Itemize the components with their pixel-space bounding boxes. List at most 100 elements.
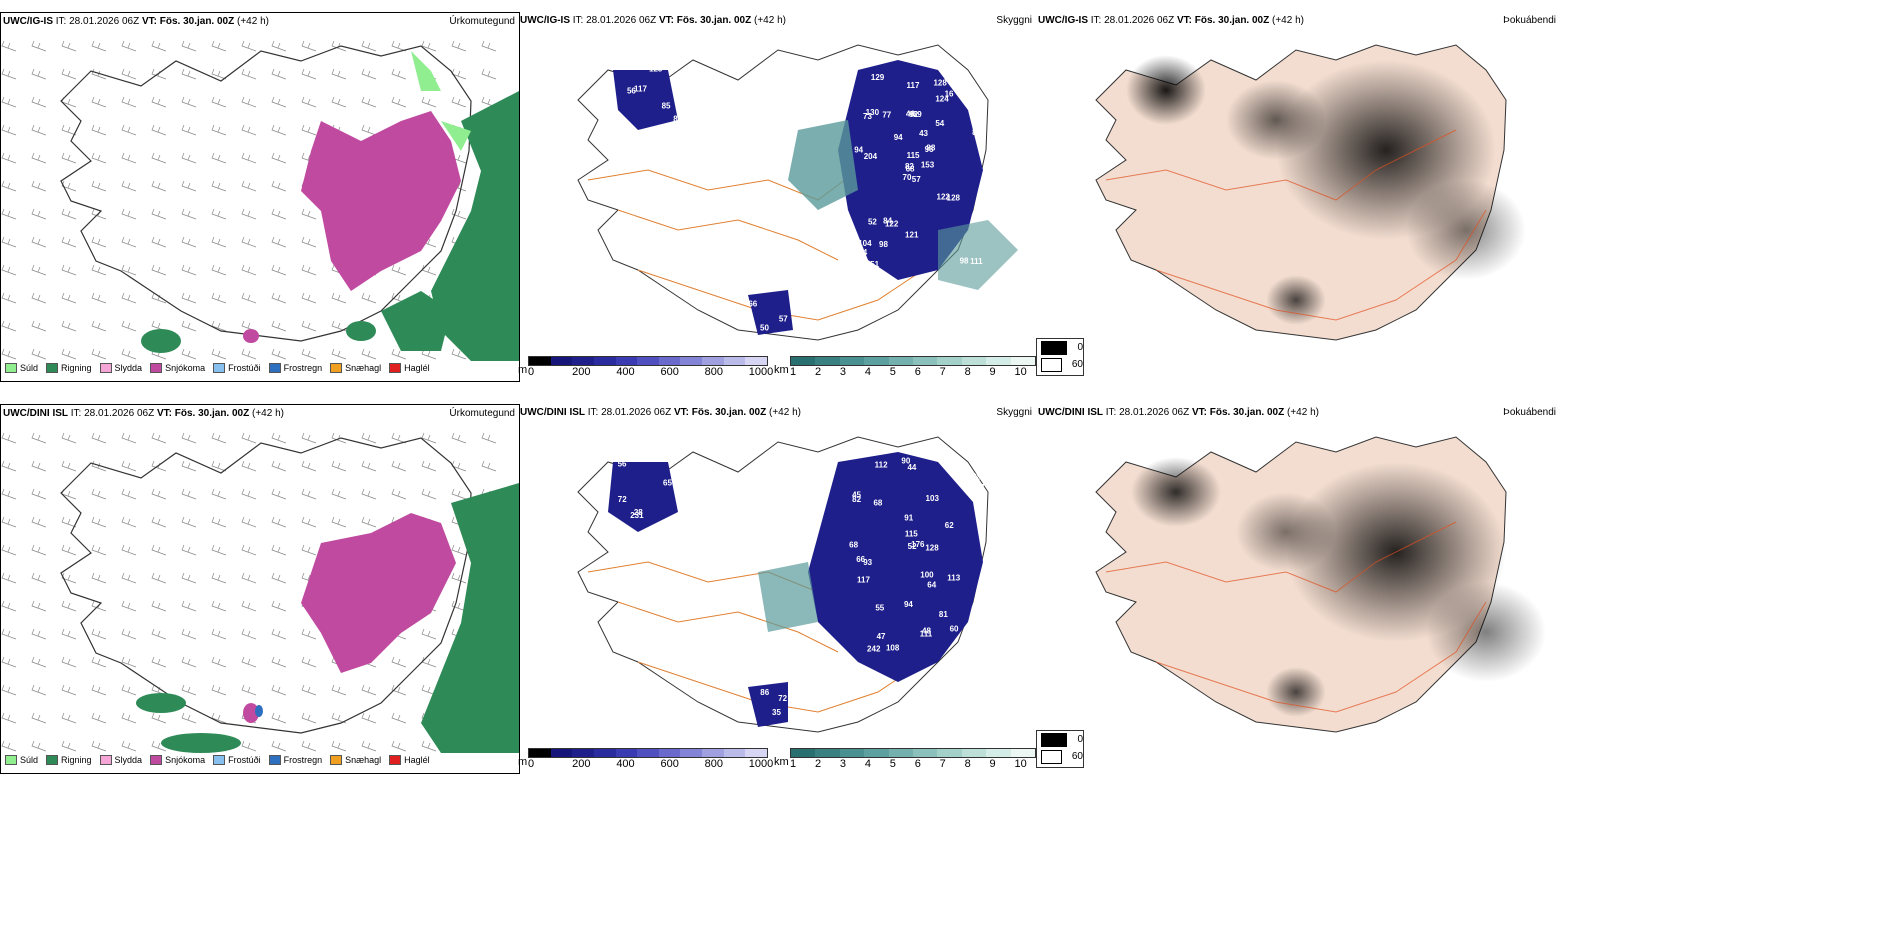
wind-barb bbox=[61, 460, 77, 472]
wind-barb bbox=[181, 432, 197, 444]
vt-label: VT: bbox=[1191, 407, 1207, 418]
colorbar-segment bbox=[572, 749, 594, 757]
fog-map-svg bbox=[1095, 44, 1526, 341]
wind-barb bbox=[31, 628, 47, 640]
row2-vis-panel: UWC/DINI ISL IT: 28.01.2026 06Z VT: Fös.… bbox=[518, 404, 1036, 772]
wind-barb bbox=[1, 712, 17, 724]
wind-barb bbox=[301, 628, 317, 640]
fog-legend-label: 60 bbox=[1071, 359, 1083, 370]
colorbar-segment bbox=[937, 357, 962, 365]
wind-barb bbox=[31, 432, 47, 444]
precip-map bbox=[1, 423, 519, 753]
colorbar-tick-label: 8 bbox=[964, 366, 971, 378]
wind-barb bbox=[151, 264, 167, 276]
it-label: IT: bbox=[1090, 15, 1102, 26]
wind-barb bbox=[121, 740, 137, 752]
rain-area-south bbox=[381, 291, 451, 351]
colorbar-tick-label: 400 bbox=[616, 758, 635, 770]
low-vis-area-nw bbox=[613, 70, 678, 130]
wind-barb bbox=[271, 320, 287, 332]
vis-value-label: 62 bbox=[945, 521, 954, 530]
wind-barb bbox=[331, 516, 347, 528]
wind-barb bbox=[241, 152, 257, 164]
colorbar-segment bbox=[888, 357, 914, 365]
mid-vis-area bbox=[788, 120, 858, 210]
legend-swatch bbox=[268, 363, 281, 373]
wind-barb bbox=[121, 572, 137, 584]
colorbar-tick-label: 200 bbox=[572, 366, 591, 378]
wind-barb bbox=[61, 208, 77, 220]
wind-barb bbox=[271, 684, 287, 696]
row2-precip-panel: UWC/DINI ISL IT: 28.01.2026 06Z VT: Fös.… bbox=[0, 404, 520, 774]
wind-barb bbox=[31, 264, 47, 276]
colorbar-tick-label: 0 bbox=[528, 758, 535, 770]
wind-barb bbox=[331, 320, 347, 332]
vis-value-label: 70 bbox=[903, 173, 912, 182]
fog-legend-row: 60 bbox=[1037, 356, 1083, 373]
wind-barb bbox=[151, 460, 167, 472]
wind-barb bbox=[241, 516, 257, 528]
snow-blob bbox=[243, 329, 259, 343]
wind-barb bbox=[451, 348, 467, 360]
wind-barb bbox=[61, 292, 77, 304]
colorbar-tick-label: 7 bbox=[939, 758, 946, 770]
vis-colorbar-km: km 1 2 3 4 5 6 7 8 9 10 bbox=[774, 748, 1036, 770]
colorbar-segment bbox=[615, 749, 638, 757]
wind-barb bbox=[1, 544, 17, 556]
colorbar-segment bbox=[864, 357, 889, 365]
legend-swatch bbox=[268, 755, 281, 765]
fog-blob bbox=[1236, 492, 1336, 572]
vis-value-label: 104 bbox=[858, 239, 872, 248]
vis-value-label: 113 bbox=[947, 574, 960, 583]
colorbar-segment bbox=[839, 357, 865, 365]
wind-barb bbox=[61, 348, 77, 360]
wind-barb bbox=[301, 124, 317, 136]
vt-label: VT: bbox=[141, 16, 157, 27]
visibility-map-svg: 5773681049612212869124153129111204247705… bbox=[577, 44, 1018, 341]
colorbar-segment bbox=[572, 357, 594, 365]
colorbar-segment bbox=[913, 749, 938, 757]
panel-header: UWC/DINI ISL IT: 28.01.2026 06Z VT: Fös.… bbox=[518, 404, 1036, 422]
wind-barb bbox=[391, 460, 407, 472]
wind-barb bbox=[91, 320, 107, 332]
wind-barb bbox=[31, 572, 47, 584]
colorbar-tick-label: 3 bbox=[839, 758, 846, 770]
vis-value-label: 68 bbox=[849, 541, 858, 550]
wind-barb bbox=[391, 40, 407, 52]
vt-value: Fös. 30.jan. 00Z bbox=[174, 408, 250, 419]
wind-barb bbox=[91, 656, 107, 668]
wind-barb bbox=[421, 40, 437, 52]
wind-barb bbox=[181, 40, 197, 52]
colorbar-segment bbox=[529, 357, 551, 365]
wind-barb bbox=[211, 152, 227, 164]
wind-barb bbox=[301, 460, 317, 472]
vis-value-label: 96 bbox=[925, 145, 934, 154]
vis-value-label: 88 bbox=[926, 143, 935, 152]
colorbar-segment bbox=[745, 357, 768, 365]
wind-barb bbox=[91, 740, 107, 752]
wind-barb bbox=[151, 516, 167, 528]
wind-barb bbox=[151, 68, 167, 80]
wind-barb bbox=[1, 124, 17, 136]
rain-blob-2 bbox=[161, 733, 241, 753]
wind-barb bbox=[1, 264, 17, 276]
legend-item: Frostregn bbox=[268, 755, 322, 765]
wind-barb bbox=[121, 600, 137, 612]
colorbar-segment bbox=[593, 357, 616, 365]
colorbar-segment bbox=[791, 357, 816, 365]
vis-value-label: 52 bbox=[908, 542, 917, 551]
wind-barb bbox=[421, 460, 437, 472]
wind-barb bbox=[361, 488, 377, 500]
vt-label: VT: bbox=[1176, 15, 1192, 26]
vis-value-label: 85 bbox=[972, 128, 981, 137]
wind-barb bbox=[181, 180, 197, 192]
wind-barb bbox=[241, 460, 257, 472]
wind-barb bbox=[211, 68, 227, 80]
wind-barb bbox=[61, 572, 77, 584]
wind-barb bbox=[181, 152, 197, 164]
wind-barb bbox=[121, 656, 137, 668]
fog-legend-label: 60 bbox=[1071, 751, 1083, 762]
wind-barb bbox=[211, 292, 227, 304]
fog-map bbox=[1036, 422, 1560, 742]
wind-barb bbox=[121, 40, 137, 52]
